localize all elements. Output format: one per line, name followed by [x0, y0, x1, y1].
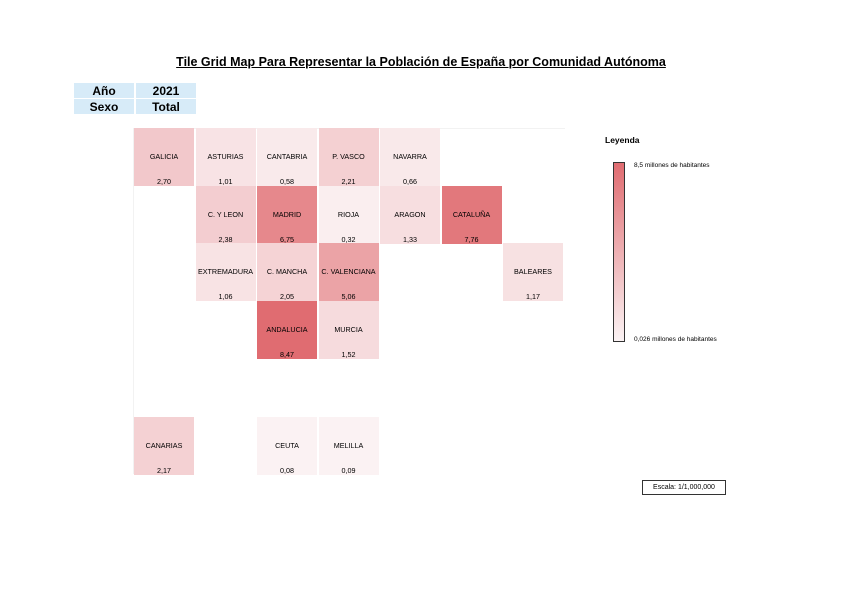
tile-c-mancha[interactable]: C. MANCHA 2,05 — [257, 243, 317, 302]
tile-name: CANARIAS — [145, 440, 183, 450]
tile-value: 1,52 — [341, 350, 356, 360]
tile-rioja[interactable]: RIOJA 0,32 — [318, 185, 379, 244]
legend-title: Leyenda — [605, 135, 640, 145]
tile-value: 0,09 — [341, 465, 356, 475]
tile-name: C. VALENCIANA — [321, 267, 376, 277]
tile-value: 1,17 — [526, 292, 540, 302]
tile-name: EXTREMADURA — [197, 267, 254, 277]
tile-c-valenciana[interactable]: C. VALENCIANA 5,06 — [318, 243, 379, 302]
tile-extremadura[interactable]: EXTREMADURA 1,06 — [195, 243, 256, 302]
tile-cantabria[interactable]: CANTABRIA 0,58 — [257, 128, 317, 186]
filter-value-year[interactable]: 2021 — [136, 83, 196, 98]
tile-value: 2,70 — [157, 177, 171, 186]
tile-name: MADRID — [272, 209, 302, 219]
tile-value: 2,05 — [280, 292, 294, 302]
legend-max-label: 8,5 millones de habitantes — [634, 162, 710, 169]
tile-value: 1,01 — [218, 177, 233, 186]
tile-name: C. Y LEON — [207, 209, 244, 219]
tile-name: GALICIA — [149, 152, 179, 161]
tile-name: P. VASCO — [332, 152, 365, 161]
tile-name: NAVARRA — [393, 152, 427, 161]
tile-name: MURCIA — [334, 325, 363, 335]
tile-value: 5,06 — [341, 292, 356, 302]
tile-name: ANDALUCIA — [266, 325, 308, 335]
tile-navarra[interactable]: NAVARRA 0,66 — [380, 128, 440, 186]
tile-name: CATALUÑA — [452, 209, 491, 219]
tile-value: 8,47 — [280, 350, 294, 360]
tile-value: 0,32 — [341, 234, 356, 244]
tile-value: 7,76 — [464, 234, 479, 244]
tile-value: 2,21 — [341, 177, 356, 186]
filter-key-sex: Sexo — [74, 99, 134, 114]
tile-value: 1,33 — [403, 234, 417, 244]
tile-canarias[interactable]: CANARIAS 2,17 — [134, 416, 194, 475]
tile-baleares[interactable]: BALEARES 1,17 — [503, 243, 563, 302]
tile-aragon[interactable]: ARAGON 1,33 — [380, 185, 440, 244]
legend-gradient-bar — [613, 162, 625, 342]
tile-madrid[interactable]: MADRID 6,75 — [257, 185, 317, 244]
filter-row-year: Año 2021 — [74, 83, 196, 98]
tile-cataluña[interactable]: CATALUÑA 7,76 — [441, 185, 502, 244]
tile-andalucia[interactable]: ANDALUCIA 8,47 — [257, 301, 317, 360]
tile-value: 0,58 — [280, 177, 294, 186]
filter-value-sex[interactable]: Total — [136, 99, 196, 114]
tile-asturias[interactable]: ASTURIAS 1,01 — [195, 128, 256, 186]
tile-name: BALEARES — [514, 267, 552, 277]
tile-galicia[interactable]: GALICIA 2,70 — [134, 128, 194, 186]
tile-name: CANTABRIA — [266, 152, 308, 161]
page-title: Tile Grid Map Para Representar la Poblac… — [176, 55, 666, 69]
filter-row-sex: Sexo Total — [74, 99, 196, 114]
filter-key-year: Año — [74, 83, 134, 98]
tile-ceuta[interactable]: CEUTA 0,08 — [257, 416, 317, 475]
tile-murcia[interactable]: MURCIA 1,52 — [318, 301, 379, 360]
tile-name: ASTURIAS — [207, 152, 244, 161]
tile-name: CEUTA — [275, 440, 299, 450]
tile-name: C. MANCHA — [266, 267, 308, 277]
tile-name: ARAGON — [394, 209, 426, 219]
tile-value: 2,17 — [157, 465, 171, 475]
tile-melilla[interactable]: MELILLA 0,09 — [318, 416, 379, 475]
legend-min-label: 0,026 millones de habitantes — [634, 336, 717, 343]
tile-name: MELILLA — [333, 440, 364, 450]
tile-value: 0,66 — [403, 177, 417, 186]
tile-value: 2,38 — [218, 234, 233, 244]
tile-value: 1,06 — [218, 292, 233, 302]
scale-box: Escala: 1/1,000,000 — [642, 480, 726, 495]
tile-value: 6,75 — [280, 234, 294, 244]
tile-name: RIOJA — [337, 209, 360, 219]
tile-p-vasco[interactable]: P. VASCO 2,21 — [318, 128, 379, 186]
filter-table: Año 2021 Sexo Total — [72, 82, 198, 115]
tile-value: 0,08 — [280, 465, 294, 475]
tile-c-y-leon[interactable]: C. Y LEON 2,38 — [195, 185, 256, 244]
